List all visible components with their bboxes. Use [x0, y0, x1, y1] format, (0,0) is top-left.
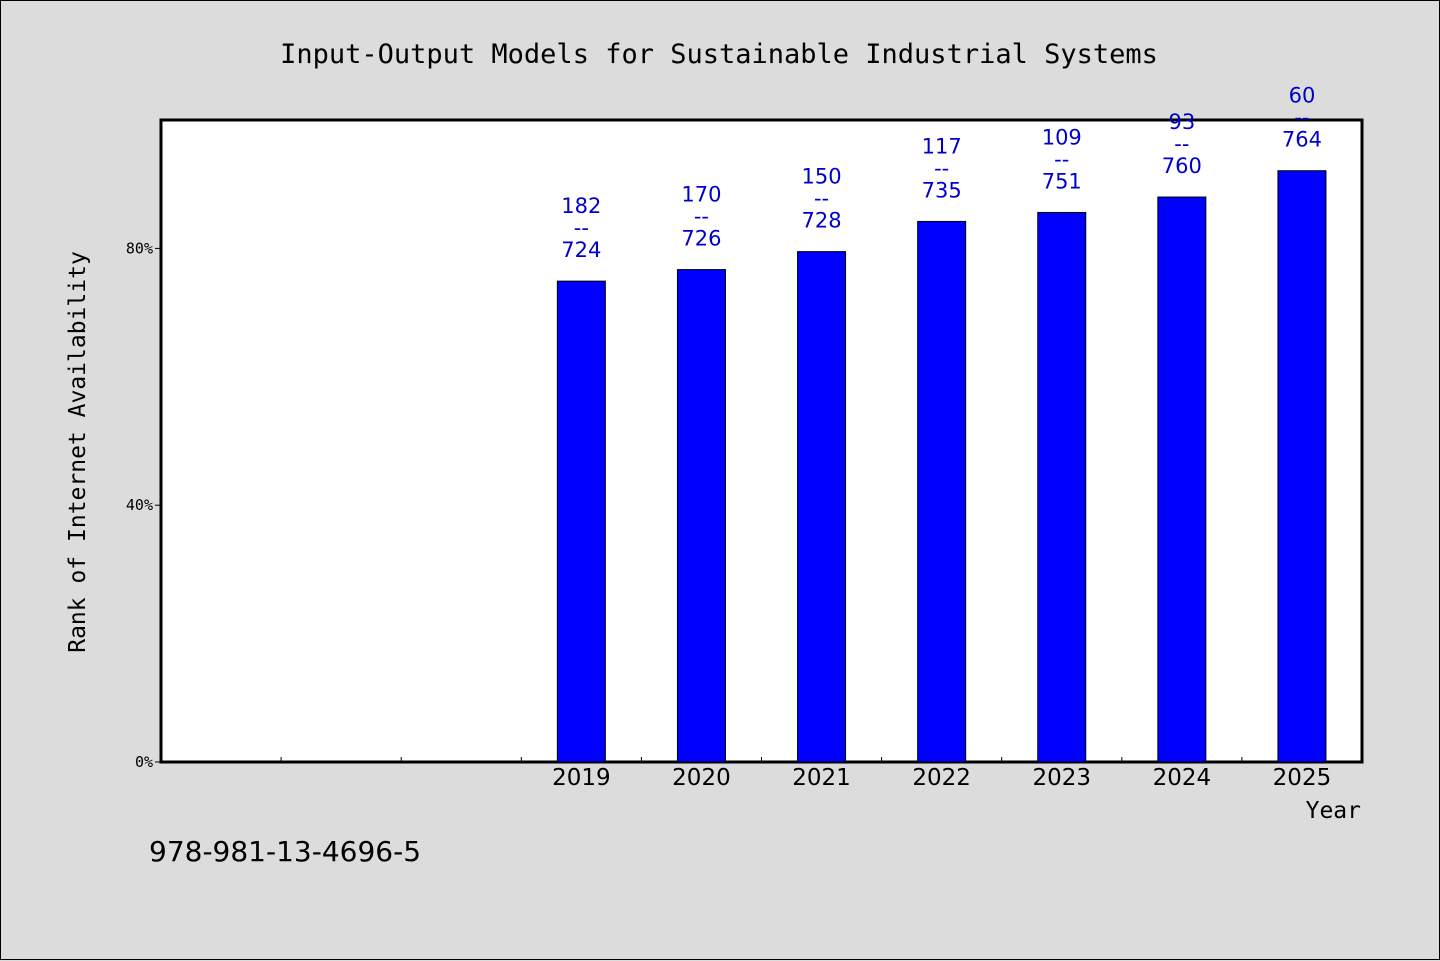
data-label-separator: -- — [1294, 106, 1309, 130]
data-label-total: 724 — [561, 238, 601, 262]
chart-title: Input-Output Models for Sustainable Indu… — [280, 39, 1158, 70]
bar-2025 — [1277, 170, 1327, 763]
y-tick-label: 40% — [126, 496, 153, 514]
bar-2019 — [556, 280, 606, 763]
data-label-separator: -- — [1054, 147, 1069, 171]
y-axis-label: Rank of Internet Availability — [65, 251, 91, 653]
bar-2023 — [1037, 211, 1087, 763]
x-tick-label: 2020 — [672, 765, 731, 791]
data-label-total: 728 — [802, 209, 842, 233]
data-label-separator: -- — [694, 205, 709, 229]
x-tick-label: 2024 — [1153, 765, 1212, 791]
bar-2024 — [1157, 196, 1207, 763]
isbn-code: 978-981-13-4696-5 — [149, 835, 422, 868]
data-label-total: 760 — [1162, 154, 1202, 178]
data-label-total: 726 — [681, 227, 721, 251]
data-label-total: 751 — [1042, 169, 1082, 193]
x-axis-label: Year — [1306, 798, 1361, 824]
data-label-rank: 117 — [922, 134, 962, 158]
bar-2020 — [676, 269, 726, 763]
data-label-rank: 93 — [1168, 110, 1195, 134]
data-label-rank: 60 — [1289, 84, 1316, 108]
x-tick-label: 2019 — [552, 765, 611, 791]
bars-group: 182--724170--726150--728117--735109--751… — [556, 84, 1327, 763]
data-label-total: 764 — [1282, 128, 1322, 152]
data-label-rank: 150 — [802, 165, 842, 189]
data-label-separator: -- — [814, 187, 829, 211]
x-tick-label: 2022 — [912, 765, 971, 791]
x-tick-label: 2023 — [1032, 765, 1091, 791]
x-tick-label: 2021 — [792, 765, 851, 791]
bar-2022 — [917, 220, 967, 763]
bar-2021 — [797, 251, 847, 763]
y-tick-label: 80% — [126, 239, 153, 257]
data-label-rank: 109 — [1042, 125, 1082, 149]
data-label-rank: 170 — [681, 183, 721, 207]
data-label-separator: -- — [1174, 132, 1189, 156]
y-tick-label: 0% — [135, 753, 153, 771]
data-label-separator: -- — [934, 156, 949, 180]
data-label-rank: 182 — [561, 194, 601, 218]
x-tick-label: 2025 — [1273, 765, 1332, 791]
axis-ticks: 0% 40% 80% 2019 2020 2021 2022 2023 2024 2025 — [126, 239, 1331, 791]
data-label-separator: -- — [574, 216, 589, 240]
data-label-total: 735 — [922, 178, 962, 202]
